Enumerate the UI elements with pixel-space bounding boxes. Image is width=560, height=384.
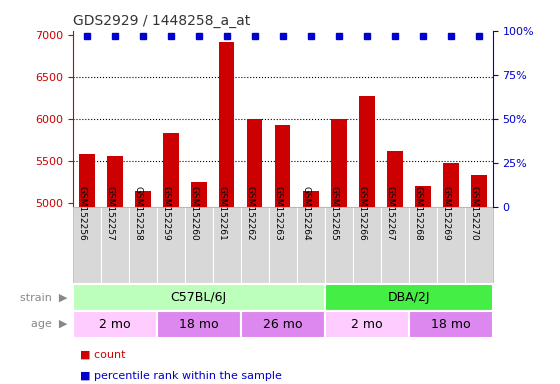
Text: strain  ▶: strain ▶ [20, 293, 67, 303]
Text: GDS2929 / 1448258_a_at: GDS2929 / 1448258_a_at [73, 14, 250, 28]
Bar [325, 284, 493, 311]
Bar [303, 190, 319, 207]
Text: 26 mo: 26 mo [263, 318, 302, 331]
Text: 2 mo: 2 mo [99, 318, 130, 331]
Text: 18 mo: 18 mo [431, 318, 470, 331]
Bar [325, 311, 409, 338]
Text: GSM152257: GSM152257 [106, 186, 115, 241]
Text: GSM152268: GSM152268 [414, 186, 423, 241]
Bar [443, 163, 459, 207]
Bar [387, 151, 403, 207]
Text: GSM152259: GSM152259 [162, 186, 171, 241]
Text: GSM152267: GSM152267 [386, 186, 395, 241]
Bar [409, 311, 493, 338]
Text: GSM152262: GSM152262 [246, 186, 255, 241]
Text: GSM152263: GSM152263 [274, 186, 283, 241]
Bar [191, 182, 207, 207]
Bar [219, 41, 235, 207]
Text: ■ count: ■ count [73, 349, 125, 359]
Bar [79, 154, 95, 207]
Text: GSM152264: GSM152264 [302, 186, 311, 241]
Bar [247, 119, 263, 207]
Bar [163, 133, 179, 207]
Bar [331, 119, 347, 207]
Text: age  ▶: age ▶ [31, 319, 67, 329]
Text: GSM152258: GSM152258 [134, 186, 143, 241]
Bar [135, 190, 151, 207]
Text: ■ percentile rank within the sample: ■ percentile rank within the sample [73, 371, 282, 381]
Bar [275, 125, 291, 207]
Text: DBA/2J: DBA/2J [388, 291, 430, 304]
Text: GSM152265: GSM152265 [330, 186, 339, 241]
Text: GSM152260: GSM152260 [190, 186, 199, 241]
Bar [471, 175, 487, 207]
Bar [359, 96, 375, 207]
Bar [73, 284, 325, 311]
Text: GSM152266: GSM152266 [358, 186, 367, 241]
Text: GSM152270: GSM152270 [470, 186, 479, 241]
Text: GSM152256: GSM152256 [78, 186, 87, 241]
Bar [73, 311, 157, 338]
Text: 2 mo: 2 mo [351, 318, 382, 331]
Bar [415, 186, 431, 207]
Text: 18 mo: 18 mo [179, 318, 218, 331]
Bar [241, 311, 325, 338]
Bar [157, 311, 241, 338]
Text: C57BL/6J: C57BL/6J [171, 291, 227, 304]
Text: GSM152269: GSM152269 [442, 186, 451, 241]
Text: GSM152261: GSM152261 [218, 186, 227, 241]
Bar [107, 156, 123, 207]
